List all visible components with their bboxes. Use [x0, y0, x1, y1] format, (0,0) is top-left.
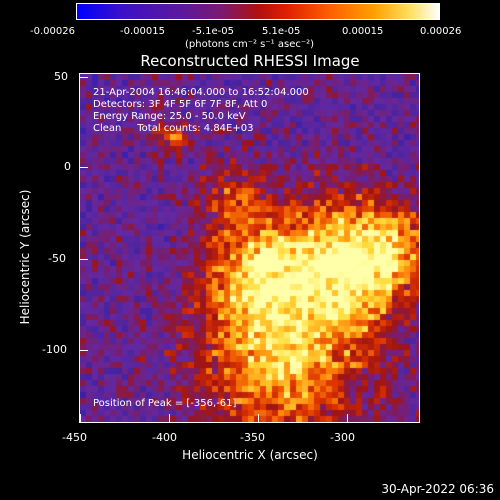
plot-title: Reconstructed RHESSI Image	[140, 52, 360, 70]
x-tick-label: -350	[240, 431, 265, 444]
y-tickmark	[80, 259, 88, 260]
info-time-range: 21-Apr-2004 16:46:04.000 to 16:52:04.000	[93, 87, 309, 98]
x-tickmark	[347, 414, 348, 422]
colorbar-tick-label: -0.00026	[30, 26, 75, 37]
colorbar-tick-label: 5.1e-05	[262, 26, 301, 37]
x-axis-label: Heliocentric X (arcsec)	[182, 448, 318, 462]
colorbar-tick-label: -0.00015	[120, 26, 165, 37]
x-tick-label: -300	[330, 431, 355, 444]
y-tickmark	[80, 167, 88, 168]
x-tickmark	[169, 414, 170, 422]
info-clean-counts: Clean Total counts: 4.84E+03	[93, 123, 254, 134]
x-tickmark	[80, 414, 81, 422]
heatmap-image	[80, 74, 419, 422]
y-tickmark	[80, 350, 88, 351]
y-tick-label: 0	[64, 160, 71, 173]
info-detectors: Detectors: 3F 4F 5F 6F 7F 8F, Att 0	[93, 99, 268, 110]
colorbar-tick-label: -5.1e-05	[192, 26, 234, 37]
x-tickmark	[258, 414, 259, 422]
y-tickmark	[80, 77, 88, 78]
y-axis-label: Heliocentric Y (arcsec)	[18, 189, 32, 325]
heatmap-plot	[79, 73, 420, 423]
info-energy-range: Energy Range: 25.0 - 50.0 keV	[93, 111, 246, 122]
x-tick-label: -400	[152, 431, 177, 444]
colorbar-tick-label: 0.00026	[420, 26, 462, 37]
colorbar	[76, 3, 440, 20]
x-tick-label: -450	[62, 431, 87, 444]
y-tick-label: -50	[48, 252, 66, 265]
timestamp: 30-Apr-2022 06:36	[381, 482, 494, 496]
y-tick-label: 50	[54, 70, 68, 83]
colorbar-tick-label: 0.00015	[342, 26, 384, 37]
peak-position: Position of Peak = [-356,-61]	[93, 398, 237, 409]
colorbar-unit: (photons cm⁻² s⁻¹ asec⁻²)	[185, 39, 315, 50]
y-tick-label: -100	[42, 343, 67, 356]
